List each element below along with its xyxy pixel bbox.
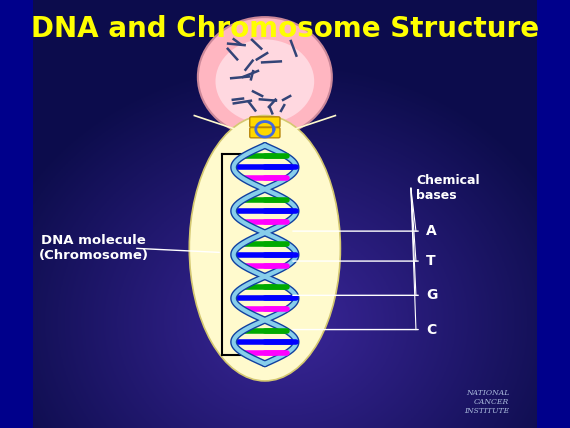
FancyBboxPatch shape [250,117,280,127]
Text: A: A [426,224,437,238]
Text: DNA and Chromosome Structure: DNA and Chromosome Structure [31,15,539,43]
Text: Chemical
bases: Chemical bases [416,174,479,202]
Text: DNA molecule
(Chromosome): DNA molecule (Chromosome) [39,234,149,262]
Ellipse shape [198,17,332,137]
Text: G: G [426,288,437,302]
Text: T: T [426,254,435,268]
Ellipse shape [189,116,340,381]
FancyBboxPatch shape [250,128,280,138]
Ellipse shape [215,39,314,123]
Text: C: C [426,323,436,336]
Text: NATIONAL
CANCER
INSTITUTE: NATIONAL CANCER INSTITUTE [464,389,509,415]
